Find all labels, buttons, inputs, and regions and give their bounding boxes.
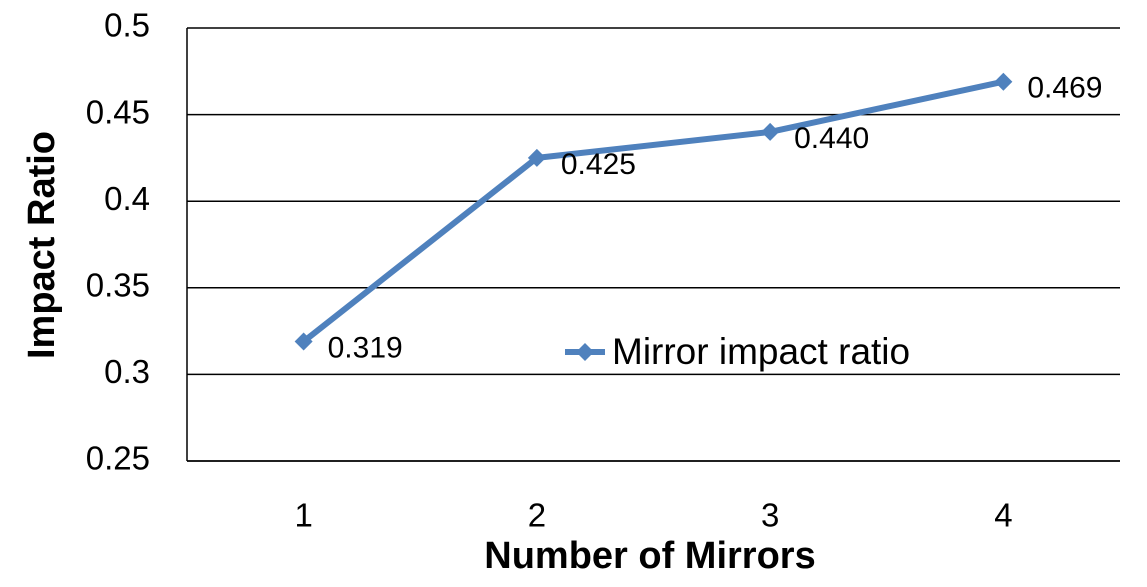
- y-tick-label: 0.3: [104, 353, 150, 390]
- y-tick-label: 0.5: [104, 7, 150, 44]
- data-label: 0.440: [794, 122, 869, 155]
- data-point: [761, 122, 780, 141]
- data-point: [994, 72, 1013, 91]
- data-label: 0.319: [328, 331, 403, 364]
- legend-label: Mirror impact ratio: [612, 331, 910, 372]
- x-axis-title: Number of Mirrors: [484, 535, 815, 577]
- data-point: [294, 332, 313, 351]
- x-tick-label: 3: [761, 497, 779, 534]
- y-tick-label: 0.45: [86, 93, 150, 130]
- x-tick-label: 1: [294, 497, 312, 534]
- x-tick-label: 2: [528, 497, 546, 534]
- data-point: [527, 148, 546, 167]
- y-tick-label: 0.25: [86, 440, 150, 477]
- y-tick-label: 0.35: [86, 267, 150, 304]
- data-label: 0.425: [561, 148, 636, 181]
- x-tick-label: 4: [994, 497, 1012, 534]
- legend-marker: [576, 343, 594, 361]
- y-tick-label: 0.4: [104, 180, 150, 217]
- y-axis-title: Impact Ratio: [21, 131, 63, 359]
- data-line: [301, 78, 1005, 344]
- data-label: 0.469: [1027, 72, 1102, 105]
